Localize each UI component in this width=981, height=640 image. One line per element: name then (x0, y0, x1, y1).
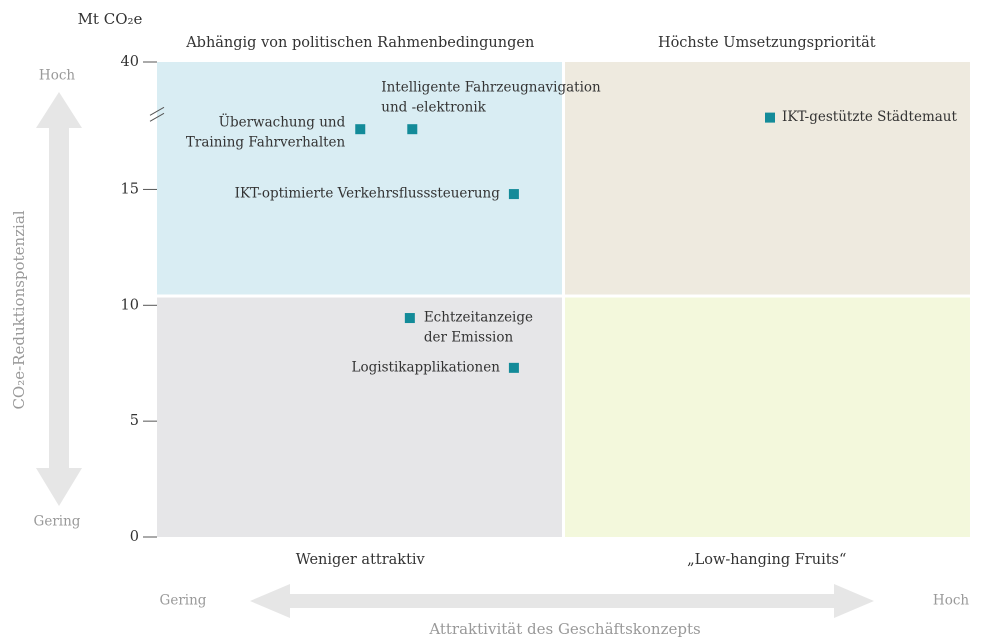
y-tick-label: 0 (130, 529, 139, 545)
point (765, 112, 776, 123)
quadrant-label: „Low-hanging Fruits“ (687, 552, 846, 568)
point (407, 124, 418, 135)
y-tick-label: 5 (130, 413, 139, 429)
y-arrow (36, 92, 82, 506)
quadrant-label: Weniger attraktiv (296, 552, 426, 568)
quadrant-label: Abhängig von politischen Rahmenbedingung… (185, 35, 534, 51)
y-unit: Mt CO₂e (78, 10, 143, 28)
y-tick-label: 40 (121, 54, 139, 70)
x-low: Gering (160, 593, 207, 609)
point (355, 124, 366, 135)
x-axis-label: Attraktivität des Geschäftskonzepts (428, 620, 700, 638)
y-tick-label: 15 (121, 181, 139, 197)
y-tick-label: 10 (121, 297, 139, 313)
axis-break (149, 112, 165, 122)
y-high: Hoch (39, 68, 75, 84)
point-label: Überwachung und (219, 114, 346, 131)
quadrant (157, 297, 562, 537)
y-low: Gering (34, 514, 81, 530)
point-label: Intelligente Fahrzeugnavigation (381, 80, 601, 96)
axis-break (149, 106, 165, 116)
point (404, 313, 415, 324)
quadrant (565, 62, 970, 295)
quadrant-label: Höchste Umsetzungspriorität (658, 35, 876, 51)
point-label: IKT-gestützte Städtemaut (782, 109, 957, 125)
point-label: IKT-optimierte Verkehrsflusssteuerung (235, 186, 501, 202)
point-label: Echtzeitanzeige (424, 310, 533, 326)
point (508, 189, 519, 200)
point-label: Training Fahrverhalten (186, 135, 346, 151)
point-label: Logistikapplikationen (352, 359, 501, 375)
quadrant (157, 62, 562, 295)
y-axis-label: CO₂e-Reduktionspotenzial (10, 210, 28, 409)
x-arrow (250, 584, 874, 618)
x-high: Hoch (933, 593, 969, 609)
point-label: und -elektronik (381, 100, 486, 116)
point-label: der Emission (424, 330, 514, 346)
point (508, 362, 519, 373)
quadrant (565, 297, 970, 537)
